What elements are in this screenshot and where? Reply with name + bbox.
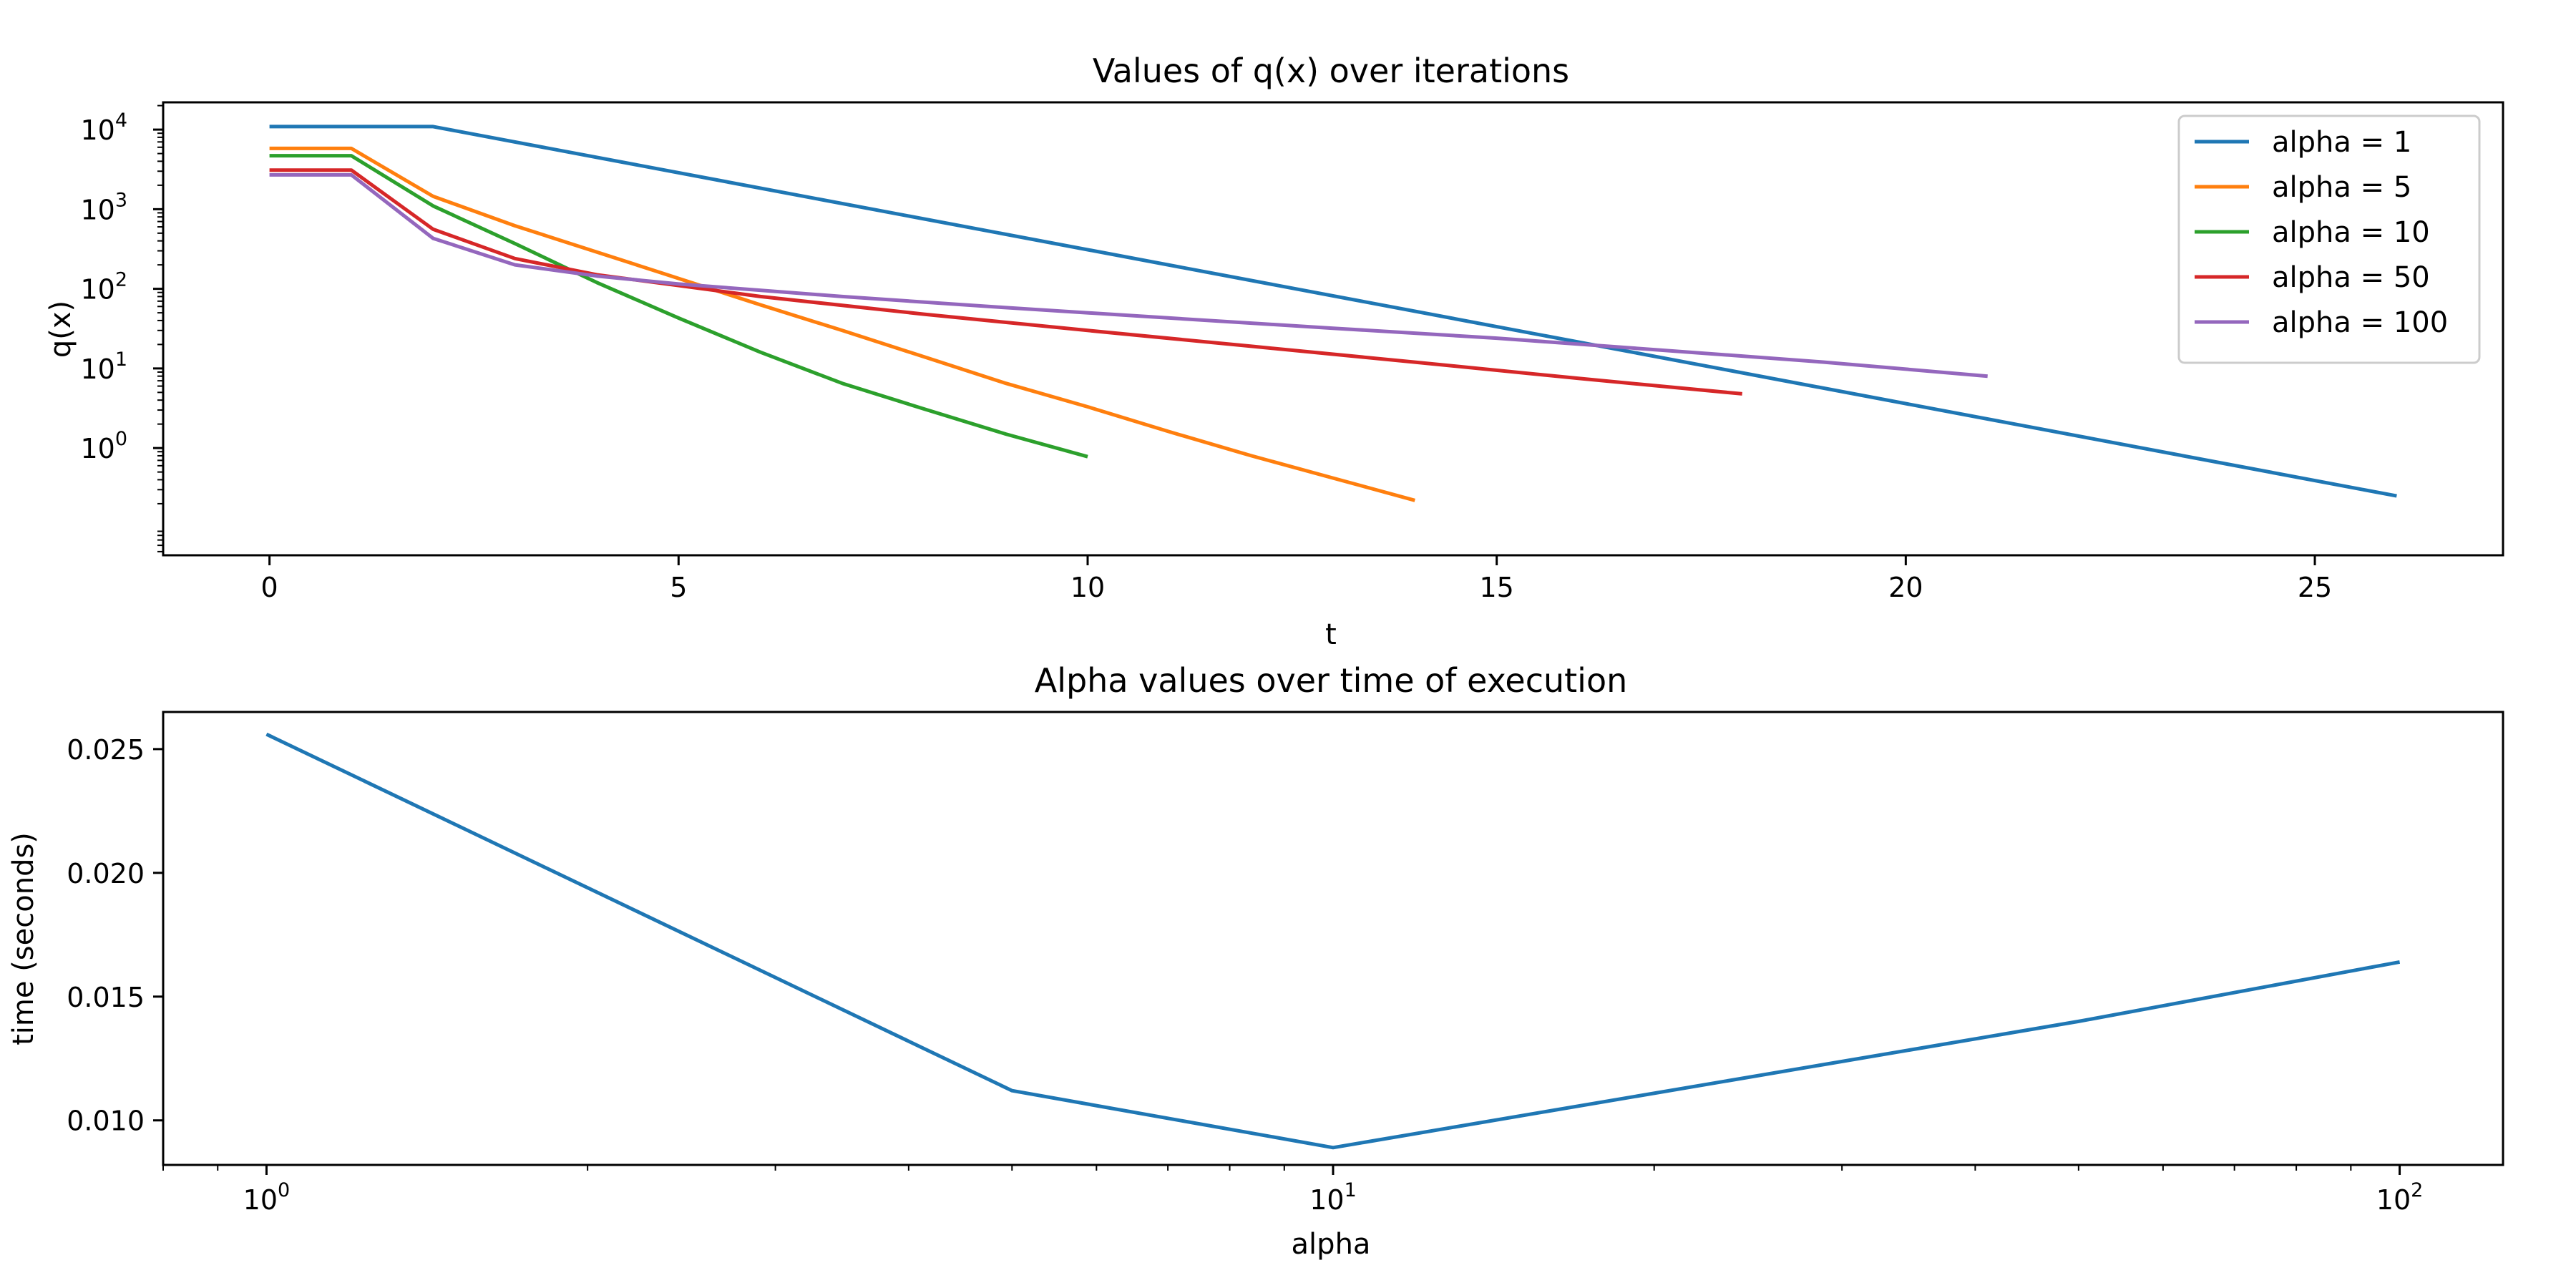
chart1-xtick-label: 20	[1888, 572, 1923, 603]
chart1-legend-box	[2177, 114, 2481, 364]
chart2-ylabel: time (seconds)	[7, 832, 40, 1045]
chart-alpha-time: Alpha values over time of execution 100 1…	[7, 661, 2504, 1261]
chart1-xtick-label: 0	[261, 572, 278, 603]
chart1-series-line-3	[269, 154, 1088, 459]
chart-q-of-x: Values of q(x) over iterations 0 5 10 15 20 2…	[44, 52, 2504, 651]
chart2-ytick-label: 0.010	[67, 1106, 145, 1137]
chart2-ticks: 100 101 102 0.010 0.015 0.020 0.025	[67, 734, 2423, 1216]
chart2-series-line-1	[265, 732, 2401, 1150]
chart1-xtick-label: 5	[670, 572, 687, 603]
chart1-xlabel: t	[1325, 618, 1337, 651]
chart1-legend-label: alpha = 100	[2272, 306, 2448, 339]
chart1-series-lines	[269, 125, 2397, 502]
chart1-series-line-1	[269, 125, 2397, 498]
chart2-ytick-label: 0.025	[67, 734, 145, 766]
chart2-title: Alpha values over time of execution	[1035, 661, 1628, 700]
chart2-ytick-label: 0.015	[67, 982, 145, 1013]
chart1-legend-label: alpha = 10	[2272, 216, 2430, 249]
chart2-xtick-label: 102	[2376, 1179, 2424, 1216]
chart1-legend-label: alpha = 1	[2272, 126, 2411, 159]
chart2-xlabel: alpha	[1292, 1228, 1371, 1261]
chart1-ticks: 0 5 10 15 20 25 100 101 102 103 104	[80, 104, 2332, 603]
chart2-ytick-label: 0.020	[67, 858, 145, 889]
chart2-xtick-label: 101	[1309, 1179, 1357, 1216]
chart1-xtick-label: 15	[1479, 572, 1513, 603]
chart2-series-lines	[265, 732, 2401, 1150]
chart1-ytick-label: 103	[80, 189, 127, 225]
chart1-xtick-label: 10	[1070, 572, 1105, 603]
chart1-ytick-label: 102	[80, 269, 127, 306]
chart2-xtick-label: 100	[243, 1179, 291, 1216]
chart1-ytick-label: 100	[80, 428, 127, 464]
chart1-legend-label: alpha = 50	[2272, 261, 2430, 294]
chart1-ytick-label: 101	[80, 348, 127, 385]
chart1-ytick-label: 104	[80, 109, 127, 146]
chart1-plot-frame	[162, 101, 2504, 557]
chart2-plot-frame	[162, 711, 2504, 1166]
chart1-legend: alpha = 1 alpha = 5 alpha = 10 alpha = 50 al…	[2177, 114, 2481, 364]
chart1-ylabel: q(x)	[44, 301, 77, 358]
chart1-series-line-5	[269, 172, 1988, 379]
chart1-series-line-2	[269, 146, 1415, 502]
chart1-series-line-4	[269, 168, 1742, 396]
chart1-legend-label: alpha = 5	[2272, 171, 2411, 204]
chart1-title: Values of q(x) over iterations	[1093, 52, 1569, 90]
chart1-xtick-label: 25	[2298, 572, 2332, 603]
